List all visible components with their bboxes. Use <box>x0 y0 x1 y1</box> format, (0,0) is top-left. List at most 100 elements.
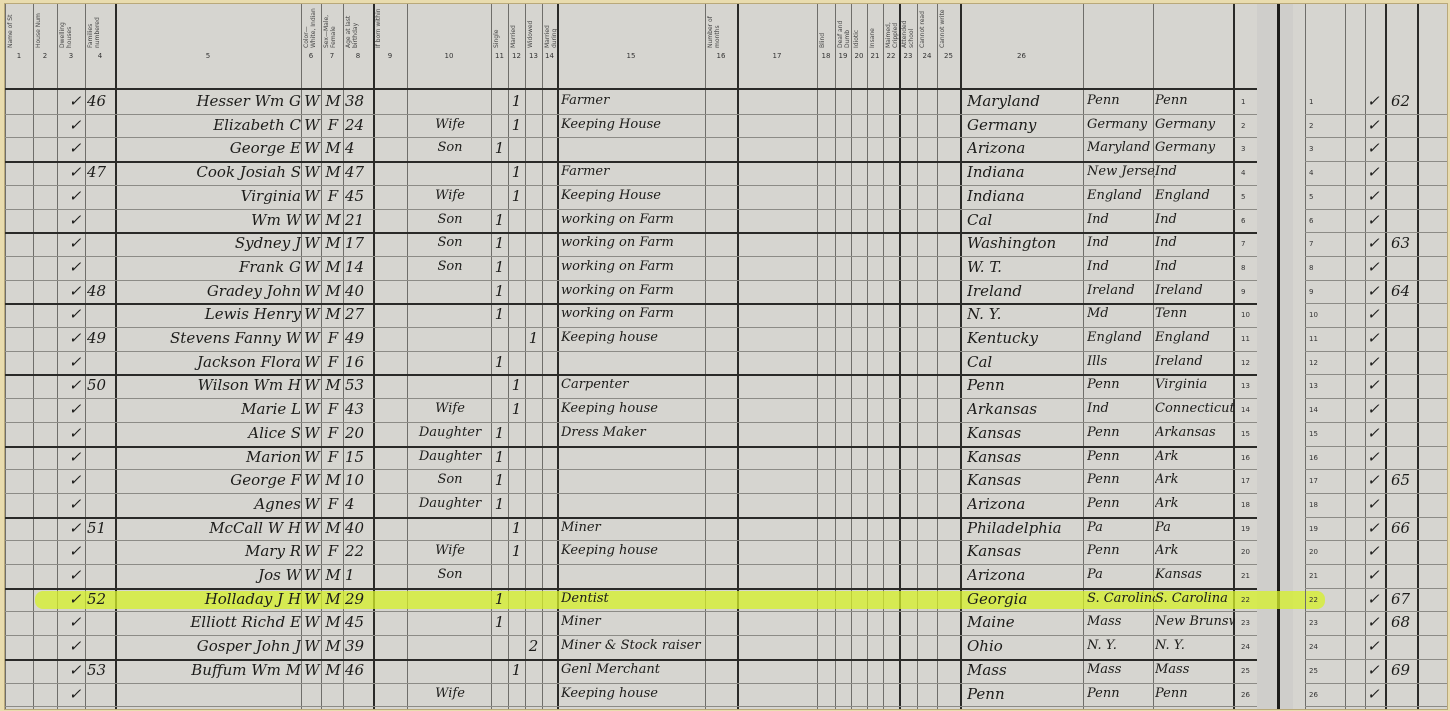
column-number: 20 <box>854 52 864 60</box>
row-rule <box>1305 350 1447 352</box>
column-rule <box>407 4 408 709</box>
check-mark: ✓ <box>1367 210 1380 229</box>
cell-age: 49 <box>345 329 365 347</box>
column-rule <box>1305 4 1306 709</box>
check-mark: ✓ <box>1367 684 1380 703</box>
cell-sex: F <box>327 400 339 419</box>
line-number: 5 <box>1241 192 1246 201</box>
cell-color: W <box>304 210 320 229</box>
column-rule <box>557 4 559 709</box>
column-number: 13 <box>529 52 538 60</box>
row-rule <box>1305 469 1447 471</box>
cell-rel: Daughter <box>418 424 482 440</box>
cell-s: 1 <box>494 257 505 276</box>
check-mark: ✓ <box>1367 257 1380 276</box>
row-rule <box>5 255 1257 257</box>
cell-mbp: Ind <box>1155 258 1177 274</box>
column-rule <box>33 4 34 709</box>
cell-fbp: Ills <box>1087 353 1108 369</box>
dwelling-number: 63 <box>1391 234 1411 253</box>
cell-color: W <box>304 400 320 419</box>
cell-bp: Ohio <box>967 637 1003 656</box>
cell-fbp: N. Y. <box>1087 638 1117 654</box>
cell-age: 53 <box>345 376 365 395</box>
row-rule <box>5 374 1257 377</box>
line-number: 4 <box>1309 169 1314 178</box>
cell-name: Alice S <box>248 423 301 442</box>
cell-fbp: England <box>1087 330 1142 345</box>
cell-age: 40 <box>345 281 365 300</box>
cell-bp: Arkansas <box>967 400 1038 419</box>
cell-color: W <box>304 447 320 466</box>
line-number: 5 <box>1309 192 1314 201</box>
row-rule <box>1305 564 1447 565</box>
cell-fbp: Ind <box>1087 211 1109 227</box>
row-rule <box>5 184 1257 186</box>
column-rule <box>508 4 509 709</box>
cell-sex: F <box>327 423 339 442</box>
line-number: 4 <box>1241 169 1246 178</box>
column-rule <box>85 4 86 709</box>
census-page-scan: 1 Name of St 2 House Num 3 Dwelling houses 4 Fa… <box>4 3 1448 710</box>
cell-name: Agnes <box>254 494 301 513</box>
row-rule <box>1305 516 1447 518</box>
cell-age: 1 <box>345 566 355 584</box>
check-mark: ✓ <box>1367 518 1380 537</box>
cell-age: 4 <box>345 139 355 158</box>
column-number: 16 <box>716 52 726 60</box>
column-rule <box>937 4 938 709</box>
cell-age: 15 <box>345 447 365 466</box>
check-mark: ✓ <box>1367 163 1380 182</box>
column-rule <box>851 4 852 709</box>
row-rule <box>5 161 1257 164</box>
column-heading: Deaf and Dumb <box>837 20 851 48</box>
cell-name: Elizabeth C <box>213 115 301 134</box>
row-rule <box>1305 184 1447 186</box>
cell-dw: ✓ <box>68 139 82 158</box>
cell-sex: M <box>325 566 341 584</box>
cell-m: 1 <box>511 186 522 205</box>
cell-dw: ✓ <box>68 352 82 371</box>
column-rule <box>960 4 962 709</box>
column-number: 12 <box>512 52 521 60</box>
cell-fam: 47 <box>87 163 107 182</box>
cell-rel: Wife <box>435 401 465 417</box>
cell-bp: Kansas <box>967 542 1022 561</box>
cell-fbp: Penn <box>1087 495 1120 511</box>
line-number: 14 <box>1309 406 1318 415</box>
column-rule <box>1385 4 1387 709</box>
cell-dw: ✓ <box>68 471 82 490</box>
cell-fbp: Mass <box>1087 661 1122 677</box>
cell-color: W <box>304 494 320 513</box>
cell-bp: Mass <box>967 660 1007 679</box>
cell-occ: Dentist <box>561 590 609 606</box>
cell-dw: ✓ <box>68 92 82 110</box>
check-mark: ✓ <box>1367 542 1380 561</box>
cell-age: 45 <box>345 186 365 205</box>
row-rule <box>5 635 1257 637</box>
check-mark: ✓ <box>1367 234 1380 253</box>
cell-color: W <box>304 234 320 253</box>
cell-fbp: Penn <box>1087 472 1120 488</box>
row-rule <box>5 327 1257 328</box>
cell-age: 40 <box>345 518 365 537</box>
row-rule <box>1305 374 1447 376</box>
cell-mbp: Tenn <box>1155 306 1188 322</box>
cell-dw: ✓ <box>68 210 82 229</box>
cell-sex: M <box>325 163 341 182</box>
column-number: 15 <box>626 52 636 60</box>
cell-color: W <box>304 423 320 442</box>
cell-fbp: Penn <box>1087 543 1120 559</box>
cell-mbp: Virginia <box>1155 377 1208 393</box>
cell-w: 1 <box>528 329 539 347</box>
column-heading: Cannot write <box>939 9 946 49</box>
row-rule <box>5 469 1257 471</box>
row-rule <box>5 137 1257 139</box>
cell-occ: Keeping house <box>561 685 658 701</box>
cell-sex: M <box>325 281 341 300</box>
check-mark: ✓ <box>1367 613 1380 632</box>
cell-fbp: New Jersey <box>1087 164 1155 180</box>
column-rule <box>867 4 868 709</box>
column-number: 4 <box>97 52 103 60</box>
row-rule <box>1305 208 1447 210</box>
